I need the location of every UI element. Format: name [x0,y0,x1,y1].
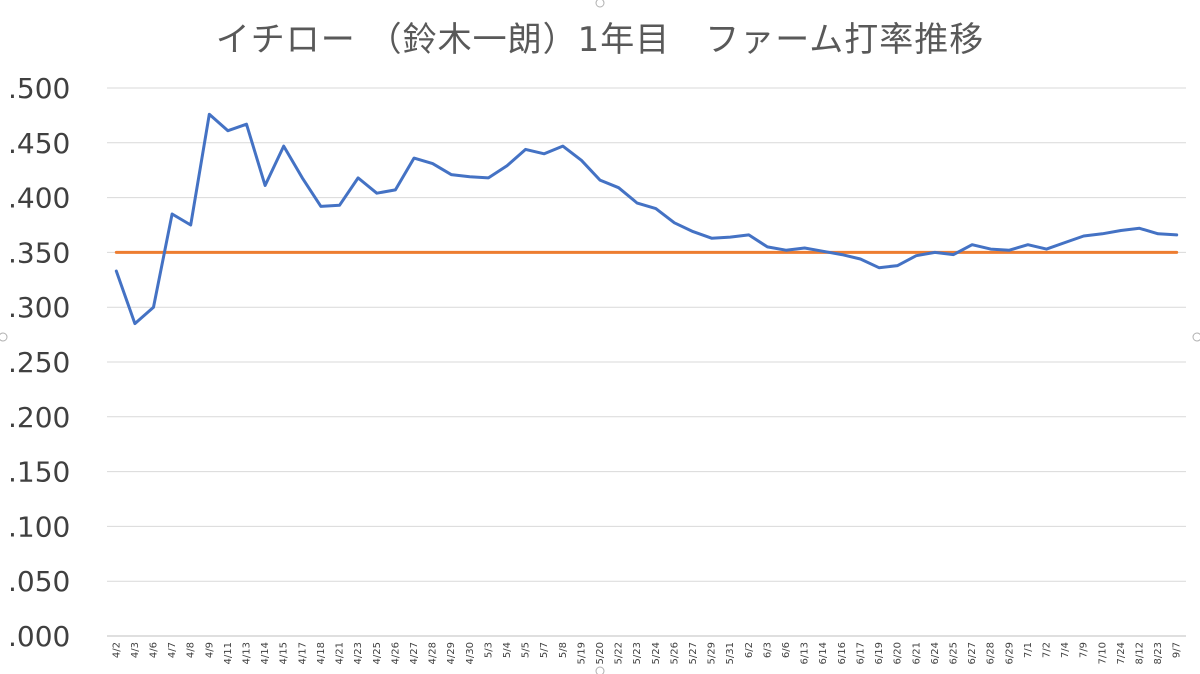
y-tick-label: .000 [8,620,70,653]
x-tick-label: 5/4 [502,642,513,658]
x-tick-label: 4/26 [390,642,401,664]
x-tick-label: 4/14 [260,642,271,664]
x-tick-label: 8/23 [1153,642,1164,664]
x-tick-label: 4/8 [186,642,197,658]
x-tick-label: 8/12 [1134,642,1145,664]
y-tick-label: .100 [8,510,70,543]
x-tick-label: 4/18 [316,642,327,664]
resize-handle[interactable] [0,332,8,342]
x-tick-label: 7/9 [1079,642,1090,658]
x-tick-label: 6/2 [744,642,755,658]
x-tick-label: 5/23 [632,642,643,664]
y-tick-label: .200 [8,401,70,434]
x-tick-label: 4/9 [204,642,215,658]
x-tick-label: 4/6 [149,642,160,658]
resize-handle[interactable] [1192,332,1200,342]
y-tick-label: .050 [8,565,70,598]
x-tick-label: 5/24 [651,642,662,664]
x-tick-label: 7/1 [1023,642,1034,658]
x-tick-label: 6/27 [967,642,978,664]
x-tick-label: 6/29 [1004,642,1015,664]
x-tick-label: 4/25 [372,642,383,664]
x-tick-label: 7/24 [1116,642,1127,664]
x-tick-label: 5/5 [521,642,532,658]
y-tick-label: .300 [8,291,70,324]
x-tick-label: 4/13 [242,642,253,664]
x-tick-label: 5/31 [725,642,736,664]
x-tick-label: 5/27 [688,642,699,664]
x-tick-label: 5/7 [539,642,550,658]
y-tick-label: .150 [8,456,70,489]
x-tick-label: 4/28 [428,642,439,664]
batting-average-line [114,112,1179,326]
y-axis: .000 .050 .100 .150 .200 .250 .300 .350 .400 .450… [8,72,70,653]
resize-handle[interactable] [595,0,605,8]
x-tick-label: 5/8 [558,642,569,658]
chart-title: イチロー （鈴木一朗）1年目 ファーム打率推移 [215,20,985,60]
x-tick-label: 6/25 [948,642,959,664]
resize-handle[interactable] [595,666,605,674]
y-tick-label: .500 [8,72,70,105]
y-tick-label: .400 [8,182,70,215]
x-tick-label: 4/3 [130,642,141,658]
x-tick-label: 6/19 [874,642,885,664]
y-tick-label: .450 [8,127,70,160]
x-tick-label: 4/29 [446,642,457,664]
x-tick-label: 7/10 [1097,642,1108,664]
x-tick-label: 6/13 [800,642,811,664]
x-tick-label: 5/26 [669,642,680,664]
x-tick-label: 6/28 [986,642,997,664]
y-tick-label: .250 [8,346,70,379]
x-tick-label: 4/23 [353,642,364,664]
x-tick-label: 6/20 [893,642,904,664]
x-tick-label: 4/7 [167,642,178,658]
x-tick-label: 5/29 [707,642,718,664]
series-layer [114,112,1179,326]
x-tick-label: 5/20 [595,642,606,664]
x-tick-label: 9/7 [1172,642,1183,658]
x-tick-label: 4/2 [111,642,122,658]
gridlines [107,87,1186,637]
x-tick-label: 6/14 [818,642,829,664]
x-tick-label: 4/17 [297,642,308,664]
x-tick-label: 7/4 [1060,642,1071,658]
x-tick-label: 6/3 [762,642,773,658]
x-tick-label: 5/22 [614,642,625,664]
x-tick-label: 6/21 [911,642,922,664]
x-tick-label: 4/21 [335,642,346,664]
x-tick-label: 4/15 [279,642,290,664]
x-tick-label: 5/3 [483,642,494,658]
x-tick-label: 4/11 [223,642,234,664]
x-tick-label: 4/30 [465,642,476,664]
x-tick-label: 6/17 [855,642,866,664]
x-tick-label: 5/19 [576,642,587,664]
x-axis: 4/2 4/3 4/6 4/7 4/8 4/9 4/11 4/13 4/14 4/15 4/17 4/… [111,642,1182,664]
y-tick-label: .350 [8,236,70,269]
x-tick-label: 6/6 [781,642,792,658]
x-tick-label: 7/2 [1041,642,1052,658]
x-tick-label: 6/16 [837,642,848,664]
x-tick-label: 4/27 [409,642,420,664]
x-tick-label: 6/24 [930,642,941,664]
